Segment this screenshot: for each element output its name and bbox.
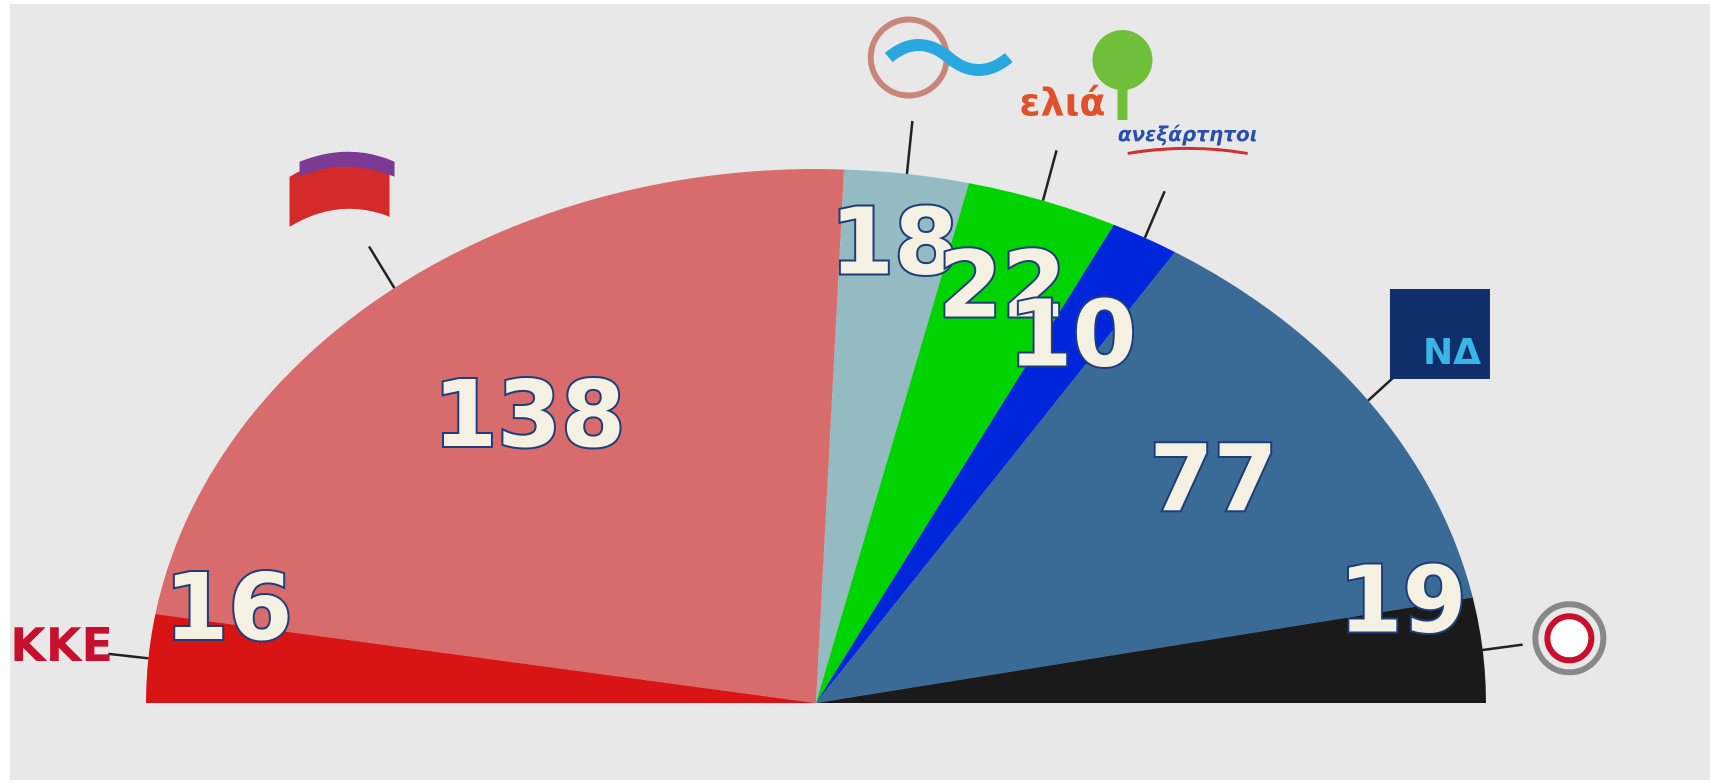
party-logo (289, 151, 395, 227)
slice (146, 613, 816, 703)
party-logo (1532, 601, 1607, 676)
logo-shape (1127, 146, 1248, 155)
slice (816, 224, 1176, 703)
logo-shape (1532, 601, 1607, 676)
data-label: 138 (433, 361, 625, 468)
logo-shape (299, 151, 395, 177)
data-label: 77 (1150, 426, 1278, 533)
leader-line (108, 652, 149, 660)
leader-line (367, 245, 396, 289)
logo-shape (1117, 80, 1128, 121)
leader-line (905, 120, 914, 175)
leader-line (1143, 190, 1166, 239)
logo-shape (884, 39, 1013, 76)
logo-shape (1544, 613, 1595, 664)
party-logo: ΝΔ (1389, 288, 1490, 379)
slice (155, 169, 845, 704)
data-label: 18 (830, 188, 958, 295)
slice (816, 597, 1486, 703)
data-label: 10 (1009, 280, 1137, 387)
leader-line (1482, 643, 1523, 652)
logo-text: ΝΔ (1423, 332, 1481, 373)
logo-text: ελιά (1019, 81, 1105, 125)
party-logo: ΚΚΕ (10, 618, 113, 672)
slice (816, 169, 969, 704)
party-logo: ανεξάρτητοι (1118, 122, 1258, 155)
slice (816, 183, 1114, 703)
logo-text: ΚΚΕ (10, 618, 113, 672)
data-label: 22 (938, 231, 1066, 338)
slice (816, 252, 1473, 703)
logo-shape (1389, 288, 1490, 379)
data-label: 19 (1339, 547, 1467, 654)
data-label: 16 (164, 554, 292, 661)
leader-line (1041, 149, 1058, 201)
party-logo: ελιά (1019, 30, 1153, 125)
logo-shape (289, 158, 390, 227)
party-logo (867, 16, 1013, 99)
logo-shape (1092, 30, 1153, 91)
logo-text: ανεξάρτητοι (1118, 122, 1258, 146)
